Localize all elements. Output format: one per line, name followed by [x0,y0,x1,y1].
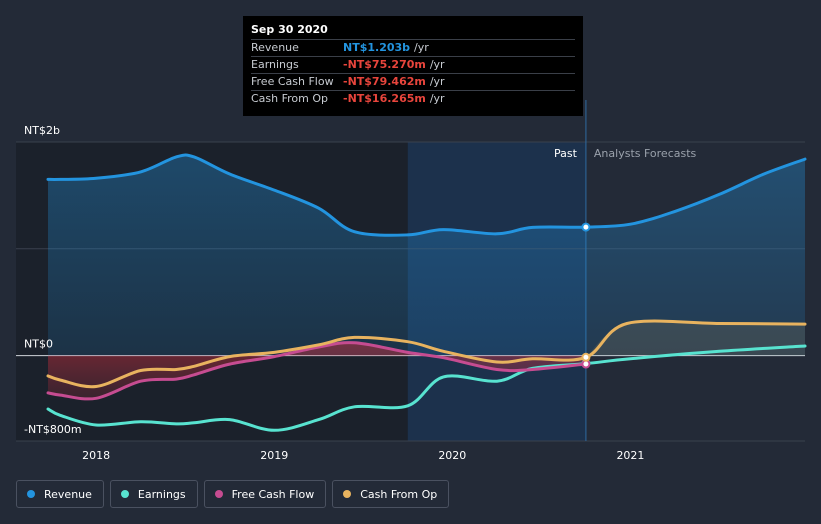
tooltip-value: -NT$79.462m [343,75,426,88]
revenue-area [48,154,805,356]
legend-item-free-cash-flow[interactable]: Free Cash Flow [203,480,327,508]
y-tick-label: NT$0 [24,338,53,351]
tooltip-label: Revenue [251,41,299,54]
revenue-line [46,153,807,237]
tooltip-value: -NT$75.270m [343,58,426,71]
legend-item-cash-from-op[interactable]: Cash From Op [332,480,450,508]
tooltip-unit: /yr [429,92,445,105]
forecast-label: Analysts Forecasts [594,147,697,160]
earnings-line [46,344,807,432]
tooltip-row-cash-from-op: Cash From Op -NT$16.265m /yr [251,90,575,107]
tooltip-value: NT$1.203b [343,41,411,54]
legend-label: Cash From Op [360,487,438,501]
x-tick-label: 2019 [260,449,288,462]
legend: Revenue Earnings Free Cash Flow Cash Fro… [16,480,450,508]
legend-item-earnings[interactable]: Earnings [109,480,198,508]
tooltip-value: -NT$16.265m [343,92,426,105]
legend-dot-icon [214,490,223,498]
x-tick-label: 2021 [616,449,644,462]
tooltip-label: Earnings [251,58,299,71]
tooltip-row-earnings: Earnings -NT$75.270m /yr [251,56,575,73]
cash-from-op-marker [581,352,591,362]
free-cash-flow-line [46,341,588,401]
tooltip-unit: /yr [429,75,445,88]
tooltip-label: Cash From Op [251,92,329,105]
y-tick-label: -NT$800m [24,423,82,436]
tooltip-label: Free Cash Flow [251,75,334,88]
legend-dot-icon [27,490,35,498]
legend-label: Revenue [44,487,92,501]
past-label: Past [554,147,578,160]
tooltip-unit: /yr [414,41,429,54]
tooltip-row-revenue: Revenue NT$1.203b /yr [251,39,575,56]
tooltip: Sep 30 2020 Revenue NT$1.203b /yr Earnin… [243,16,583,116]
revenue-marker [581,222,591,232]
legend-dot-icon [120,490,129,498]
legend-label: Earnings [137,487,186,501]
cash-from-op-line [46,319,807,389]
tooltip-row-free-cash-flow: Free Cash Flow -NT$79.462m /yr [251,73,575,90]
y-tick-label: NT$2b [24,124,60,137]
x-tick-label: 2018 [82,449,110,462]
x-tick-label: 2020 [438,449,466,462]
free-cash-flow-area [48,342,586,399]
legend-label: Free Cash Flow [231,487,315,501]
tooltip-date: Sep 30 2020 [251,23,328,36]
legend-dot-icon [343,490,352,498]
tooltip-unit: /yr [429,58,445,71]
legend-item-revenue[interactable]: Revenue [16,480,104,508]
